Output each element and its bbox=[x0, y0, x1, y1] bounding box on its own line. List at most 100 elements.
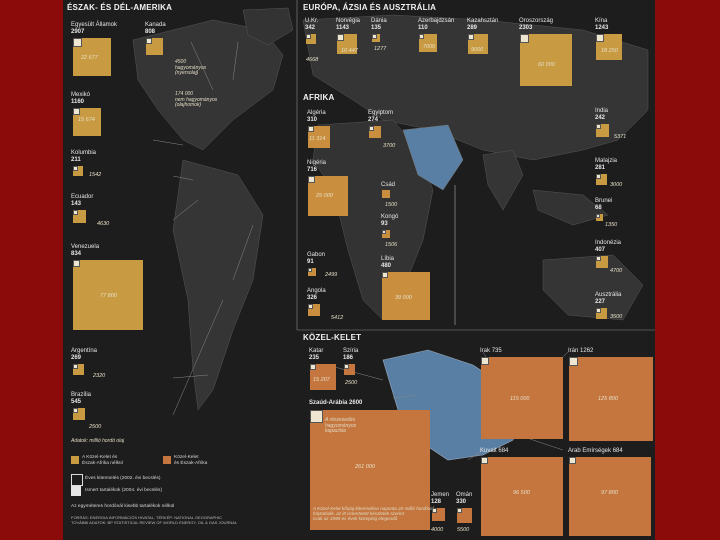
legend-label-excluding-mideast: A Közel-Kelet és Észak-Afrika nélkül bbox=[82, 455, 123, 466]
country-name: Irán 1262 bbox=[568, 348, 593, 354]
country-name: Norvégia bbox=[336, 18, 361, 24]
reserve-value: 39 000 bbox=[395, 295, 412, 301]
reserve-value: 2499 bbox=[325, 272, 338, 278]
country-name: Argentína bbox=[71, 348, 98, 354]
reserve-square bbox=[481, 357, 563, 439]
reserve-value: 3000 bbox=[610, 182, 623, 188]
production-value: 186 bbox=[343, 355, 354, 361]
production-square bbox=[569, 457, 576, 464]
section-title-eurasia: EURÓPA, ÁZSIA ÉS AUSZTRÁLIA bbox=[303, 3, 437, 12]
production-value: 135 bbox=[371, 25, 382, 31]
production-square bbox=[73, 364, 78, 369]
reserve-value: 10 447 bbox=[341, 48, 358, 54]
country-name: Kanada bbox=[145, 22, 166, 28]
production-value: 68 bbox=[595, 205, 602, 211]
legend-label-reserves: Ismert tartalékok (2004. évi becslés) bbox=[85, 488, 163, 493]
production-value: 235 bbox=[309, 355, 320, 361]
reserve-square bbox=[569, 457, 651, 536]
country-name: Mexikó bbox=[71, 92, 91, 98]
legend-swatch-mideast bbox=[163, 456, 171, 464]
production-square bbox=[372, 34, 377, 39]
production-square bbox=[308, 176, 315, 183]
country-name: Jemen bbox=[431, 492, 450, 498]
production-square bbox=[596, 214, 600, 218]
production-value: 716 bbox=[307, 167, 318, 173]
production-square bbox=[596, 34, 604, 42]
country-name: Angola bbox=[307, 288, 326, 294]
reserve-value: 5500 bbox=[457, 527, 470, 533]
reserve-value: 2320 bbox=[93, 373, 106, 379]
production-value: 684 bbox=[498, 448, 509, 454]
production-value: 1143 bbox=[336, 25, 350, 31]
reserve-square bbox=[308, 268, 316, 276]
reserve-value: 25 000 bbox=[316, 193, 333, 199]
production-square bbox=[73, 38, 82, 47]
reserve-value: 77 800 bbox=[100, 293, 117, 299]
production-value: 227 bbox=[595, 299, 606, 305]
legend-world-total: Az egyméteres hordónál kisebb tartalékok… bbox=[71, 504, 175, 509]
production-value: 91 bbox=[307, 259, 314, 265]
production-value: 808 bbox=[145, 29, 156, 35]
production-square bbox=[432, 508, 437, 513]
production-square bbox=[73, 408, 78, 413]
reserve-value: 4668 bbox=[306, 57, 319, 63]
country-name: U.Kr. bbox=[305, 18, 319, 24]
reserve-square bbox=[596, 174, 607, 185]
production-square bbox=[310, 410, 323, 423]
legend-swatch-production bbox=[71, 474, 83, 486]
country-name: Kongó bbox=[381, 214, 399, 220]
production-square bbox=[419, 34, 424, 39]
country-name: Egyiptom bbox=[368, 110, 394, 116]
section-title-mideast: KÖZEL-KELET bbox=[303, 333, 362, 342]
production-value: 1243 bbox=[595, 25, 609, 31]
mideast-footnote: A Közel-Kelet kőolaj-kitermelése naponta… bbox=[313, 506, 434, 522]
reserve-value: 5412 bbox=[331, 315, 344, 321]
production-square bbox=[308, 126, 314, 132]
reserve-value: 60 000 bbox=[538, 62, 555, 68]
production-value: 342 bbox=[305, 25, 316, 31]
canada-conventional-note: 4500 hagyományos (nyersolaj) bbox=[175, 59, 207, 76]
legend-label-mideast: Közel-Kelet és Észak-Afrika bbox=[174, 455, 208, 466]
production-value: 545 bbox=[71, 399, 82, 405]
reserve-value: 1350 bbox=[605, 222, 618, 228]
production-square bbox=[382, 272, 388, 278]
reserve-value: 125 800 bbox=[598, 396, 618, 402]
country-name: Gabon bbox=[307, 252, 326, 258]
reserve-square bbox=[306, 34, 316, 44]
reserve-value: 1506 bbox=[385, 242, 398, 248]
reserve-value: 18 250 bbox=[601, 48, 618, 54]
reserve-value: 2500 bbox=[89, 424, 102, 430]
production-square bbox=[146, 38, 152, 44]
production-square bbox=[520, 34, 529, 43]
reserve-value: 2500 bbox=[345, 380, 358, 386]
country-name: Nigéria bbox=[307, 160, 327, 166]
production-value: 281 bbox=[595, 165, 606, 171]
country-name-text: Arab Emírségek bbox=[568, 448, 612, 454]
reserve-square bbox=[382, 272, 430, 320]
country-name: Oroszország bbox=[519, 18, 554, 24]
production-value: 211 bbox=[71, 157, 81, 163]
country-name: Omán bbox=[456, 492, 473, 498]
production-value: 326 bbox=[307, 295, 318, 301]
country-name: Egyesült Államok bbox=[71, 22, 118, 28]
production-value: 684 bbox=[612, 448, 623, 454]
reserve-value: 7000 bbox=[423, 44, 436, 50]
production-square bbox=[481, 357, 489, 365]
reserve-square bbox=[73, 260, 143, 330]
production-value: 289 bbox=[467, 25, 478, 31]
production-square bbox=[344, 364, 349, 369]
reserve-square bbox=[344, 364, 355, 375]
legend-swatch-reserves bbox=[71, 486, 81, 496]
reserve-value: 115 000 bbox=[510, 396, 530, 402]
production-square bbox=[457, 508, 462, 513]
production-square bbox=[337, 34, 344, 41]
canada-oil-sands-note: 174 000 nem hagyományos (olajhomok) bbox=[175, 91, 218, 108]
reserve-value: 4000 bbox=[431, 527, 444, 533]
production-square bbox=[382, 230, 386, 234]
reserve-square bbox=[481, 457, 563, 536]
country-name: Algéria bbox=[307, 110, 326, 116]
production-square bbox=[306, 34, 311, 39]
production-value: 269 bbox=[71, 355, 82, 361]
production-square bbox=[596, 174, 601, 179]
country-name: Kína bbox=[595, 18, 608, 24]
